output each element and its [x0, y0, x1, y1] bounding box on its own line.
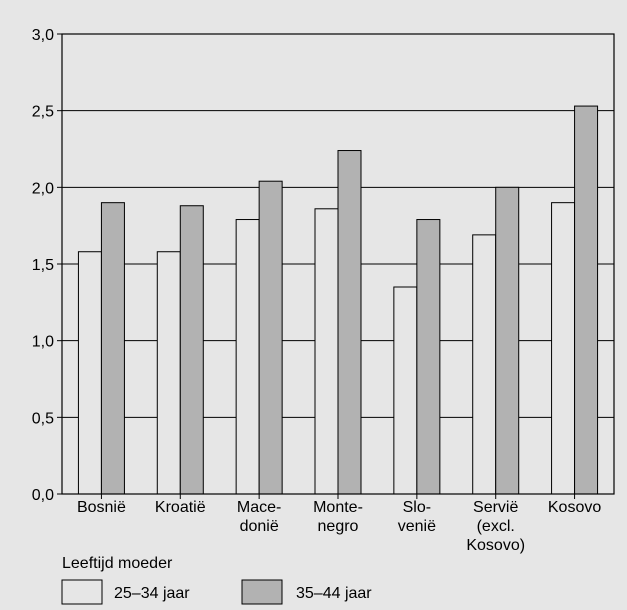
x-axis-categories: Bosnië Kroatië Mace-donië Monte-negro Slo-ve… — [77, 494, 601, 554]
x-category-line: donië — [240, 518, 279, 535]
bar-35-44 — [179, 205, 204, 495]
bar-35-44 — [100, 202, 125, 495]
y-tick-label: 1,5 — [32, 257, 54, 274]
legend: Leeftijd moeder 25–34 jaar 35–44 jaar — [61, 555, 372, 605]
legend-title: Leeftijd moeder — [62, 555, 173, 572]
bar-25-34 — [551, 202, 576, 495]
bar-25-34 — [235, 219, 260, 495]
x-category-label: Bosnië — [77, 499, 126, 516]
x-category-label: Mace-donië — [237, 499, 281, 535]
x-category-line: negro — [318, 518, 359, 535]
bar-25-34 — [156, 251, 181, 495]
x-category-line: Mace- — [237, 499, 281, 516]
bar-35-44 — [574, 105, 599, 495]
bar-25-34 — [77, 251, 102, 495]
y-tick-label: 2,5 — [32, 104, 54, 121]
bar-35-44 — [416, 219, 441, 495]
x-category-line: Bosnië — [77, 499, 126, 516]
x-category-label: Monte-negro — [313, 499, 363, 535]
y-tick-label: 3,0 — [32, 27, 54, 44]
x-category-line: (excl. — [477, 518, 515, 535]
x-category-label: Kosovo — [548, 499, 601, 516]
x-category-line: Kroatië — [155, 499, 206, 516]
x-category-line: venië — [398, 518, 436, 535]
bar-25-34 — [314, 208, 339, 495]
bar-35-44 — [495, 186, 520, 495]
legend-label-35-44: 35–44 jaar — [296, 585, 372, 602]
x-category-label: Slo-venië — [398, 499, 436, 535]
bar-25-34 — [472, 234, 497, 495]
y-tick-label: 0,5 — [32, 410, 54, 427]
x-category-line: Kosovo — [548, 499, 601, 516]
x-category-line: Slo- — [403, 499, 431, 516]
x-category-label: Kroatië — [155, 499, 206, 516]
x-category-label: Servië (excl. Kosovo) — [466, 499, 525, 554]
x-category-line: Servië — [473, 499, 518, 516]
legend-swatch-35-44 — [241, 579, 283, 605]
legend-label-25-34: 25–34 jaar — [114, 585, 190, 602]
x-category-line: Kosovo) — [466, 537, 525, 554]
y-tick-label: 2,0 — [32, 180, 54, 197]
y-tick-label: 0,0 — [32, 487, 54, 504]
bar-35-44 — [258, 180, 283, 495]
y-tick-label: 1,0 — [32, 334, 54, 351]
bars — [77, 105, 599, 495]
y-axis-ticks: 0,0 0,5 1,0 1,5 2,0 2,5 3,0 — [32, 27, 62, 504]
bar-35-44 — [337, 150, 362, 495]
legend-swatch-25-34 — [61, 579, 103, 605]
bar-25-34 — [393, 286, 418, 495]
x-category-line: Monte- — [313, 499, 363, 516]
